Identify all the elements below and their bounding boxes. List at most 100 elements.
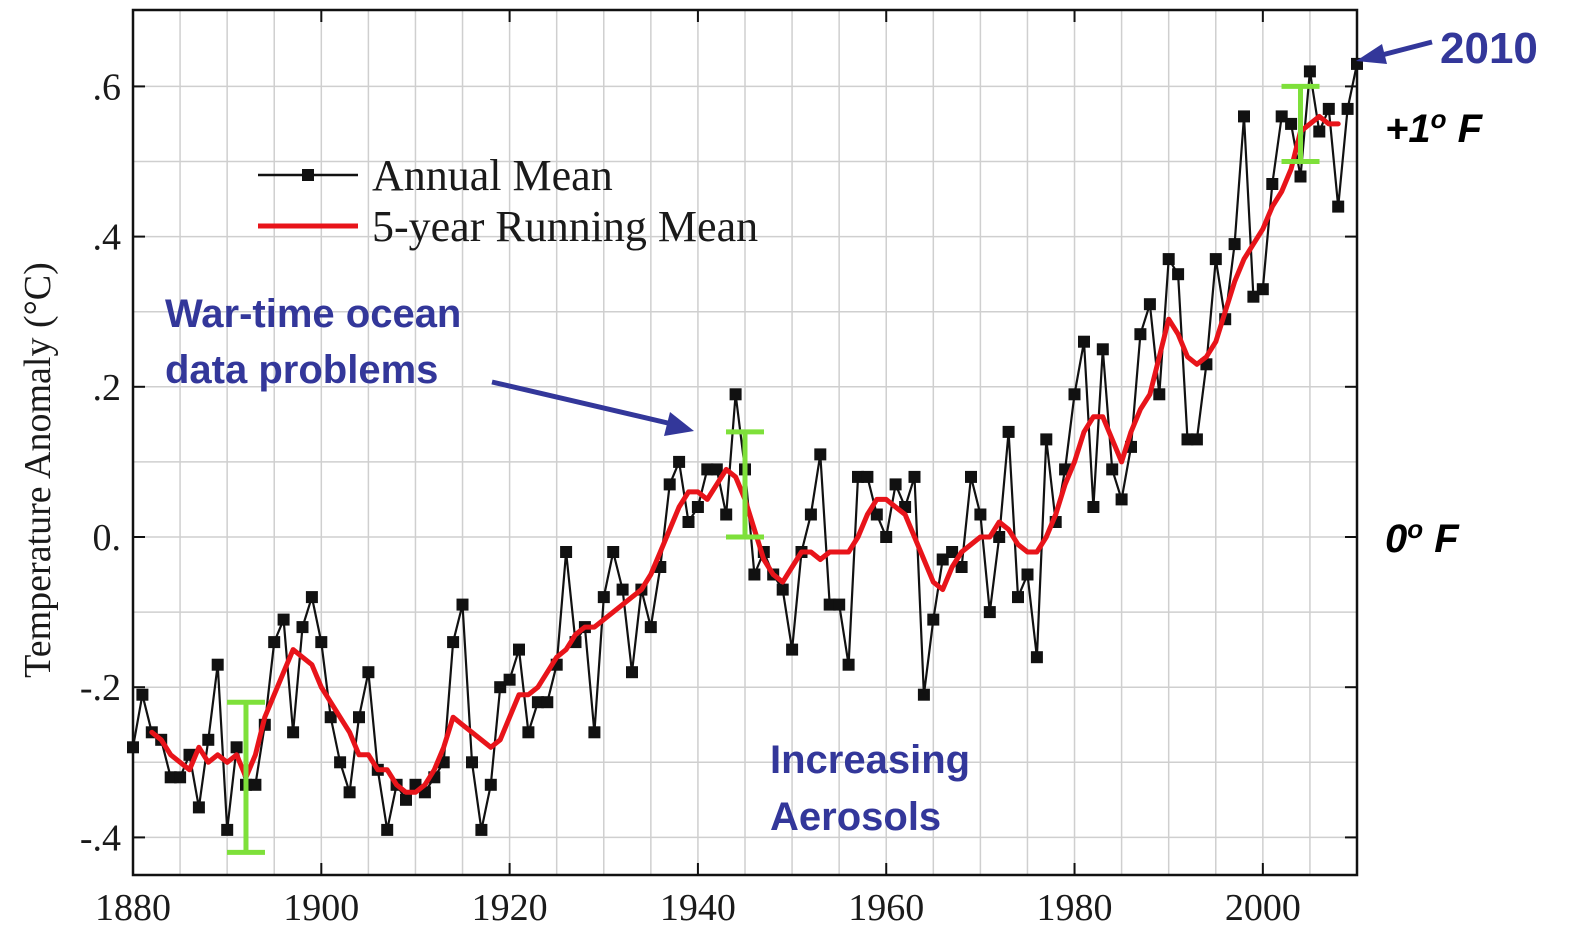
annual-mean-point xyxy=(1228,238,1241,251)
error-bars xyxy=(226,83,1320,855)
annual-mean-point xyxy=(626,666,638,679)
annual-mean-point xyxy=(127,741,139,754)
annual-mean-point xyxy=(1303,65,1316,78)
annual-mean-point xyxy=(1266,178,1279,190)
year-2010-arrow-head xyxy=(1356,44,1387,64)
war-time-arrow-shaft xyxy=(491,379,673,427)
annual-mean-point xyxy=(1341,102,1354,115)
legend-marker-annual xyxy=(302,169,314,181)
war-time-line1: War-time ocean xyxy=(165,292,461,336)
annual-mean-point xyxy=(513,643,525,656)
annual-mean-point xyxy=(494,681,507,694)
annual-mean-point xyxy=(889,478,902,491)
annual-mean-point xyxy=(343,786,356,799)
annual-mean-point xyxy=(221,823,234,836)
annual-mean-point xyxy=(522,726,535,739)
x-tick-label: 2000 xyxy=(1225,887,1301,929)
annual-mean-point xyxy=(230,741,243,754)
annual-mean-point xyxy=(1238,110,1250,123)
annual-mean-point xyxy=(710,463,723,476)
annual-mean-point xyxy=(400,793,412,806)
annual-mean-point xyxy=(1172,268,1185,281)
annual-mean-point xyxy=(447,636,460,649)
annual-mean-point xyxy=(673,455,686,468)
year-2010-label: 2010 xyxy=(1440,24,1538,73)
annual-mean-point xyxy=(164,771,177,784)
y-axis-label: Temperature Anomaly (°C) xyxy=(17,262,59,678)
y-tick-label: .6 xyxy=(93,66,122,108)
annual-mean-point xyxy=(861,470,874,483)
annual-mean-point xyxy=(682,516,695,528)
plus-one-f-label: +1o F xyxy=(1385,104,1484,151)
annual-mean-point xyxy=(1181,433,1194,446)
annual-mean-point xyxy=(1153,388,1166,401)
annual-mean-point xyxy=(917,688,930,701)
annual-mean-point xyxy=(560,546,573,558)
war-time-arrow-head xyxy=(664,412,694,436)
annual-mean-point xyxy=(1106,463,1119,476)
annual-mean-point xyxy=(1247,290,1260,303)
annual-mean-point xyxy=(211,658,224,671)
annual-mean-point xyxy=(644,621,657,634)
annual-mean-point xyxy=(927,613,940,626)
annual-mean-point xyxy=(1162,253,1175,266)
annual-mean-point xyxy=(965,470,977,483)
annual-mean-point xyxy=(456,598,469,611)
annual-mean-point xyxy=(833,598,846,611)
annual-mean-point xyxy=(1068,388,1081,401)
annual-mean-point xyxy=(1322,102,1335,115)
x-tick-label: 1960 xyxy=(848,887,924,929)
annual-mean-point xyxy=(296,621,309,634)
annual-mean-point xyxy=(870,508,883,521)
y-axis: .6 .4 .2 0. -.2 -.4 xyxy=(80,66,1357,859)
annual-mean-point xyxy=(691,501,704,513)
annual-mean-point xyxy=(531,696,544,709)
y-tick-label: -.2 xyxy=(80,667,121,709)
annual-mean-point xyxy=(287,726,300,739)
annual-mean-point xyxy=(1115,493,1128,506)
annual-mean-point xyxy=(993,531,1006,543)
annual-mean-point xyxy=(334,756,347,769)
annual-mean-point xyxy=(503,673,516,686)
annual-mean-point xyxy=(541,696,554,709)
legend: Annual Mean 5-year Running Mean xyxy=(258,151,758,251)
annual-mean-point xyxy=(852,470,864,483)
annual-mean-point xyxy=(381,823,394,836)
annual-mean-point xyxy=(616,583,629,596)
annual-mean-point xyxy=(823,598,836,611)
annual-mean-point xyxy=(814,448,827,461)
zero-f-label: 0o F xyxy=(1385,514,1460,561)
annual-mean-point xyxy=(701,463,714,476)
annual-mean-point xyxy=(1209,253,1222,266)
y-tick-label: -.4 xyxy=(80,817,121,859)
year-2010-arrow-shaft xyxy=(1377,39,1433,59)
x-tick-label: 1900 xyxy=(283,887,359,929)
year-2010-annotation: 2010 xyxy=(1356,24,1538,73)
x-tick-label: 1920 xyxy=(472,887,548,929)
war-time-line2: data problems xyxy=(165,348,438,392)
annual-mean-point xyxy=(1275,110,1288,123)
annual-mean-point xyxy=(842,658,855,671)
annual-mean-point xyxy=(174,771,187,784)
annual-mean-point xyxy=(729,388,742,401)
annual-mean-point xyxy=(786,643,799,656)
annual-mean-point xyxy=(1294,170,1307,183)
annual-mean-point xyxy=(277,613,290,626)
annual-mean-point xyxy=(1087,501,1100,513)
aerosols-annotation: Increasing Aerosols xyxy=(770,738,970,839)
annual-mean-point xyxy=(1078,335,1090,348)
annual-mean-point xyxy=(663,478,676,491)
plus-one-f-value: +1 xyxy=(1385,107,1431,151)
annual-mean-point xyxy=(315,636,328,649)
annual-mean-point xyxy=(804,508,817,521)
annual-mean-point xyxy=(955,561,968,573)
annual-mean-point xyxy=(305,591,318,604)
annual-mean-point xyxy=(475,823,488,836)
x-tick-label: 1880 xyxy=(95,887,171,929)
y-tick-label: 0. xyxy=(93,517,122,559)
legend-label-annual: Annual Mean xyxy=(372,151,613,200)
annual-mean-point xyxy=(1096,343,1109,356)
x-tick-label: 1940 xyxy=(660,887,736,929)
